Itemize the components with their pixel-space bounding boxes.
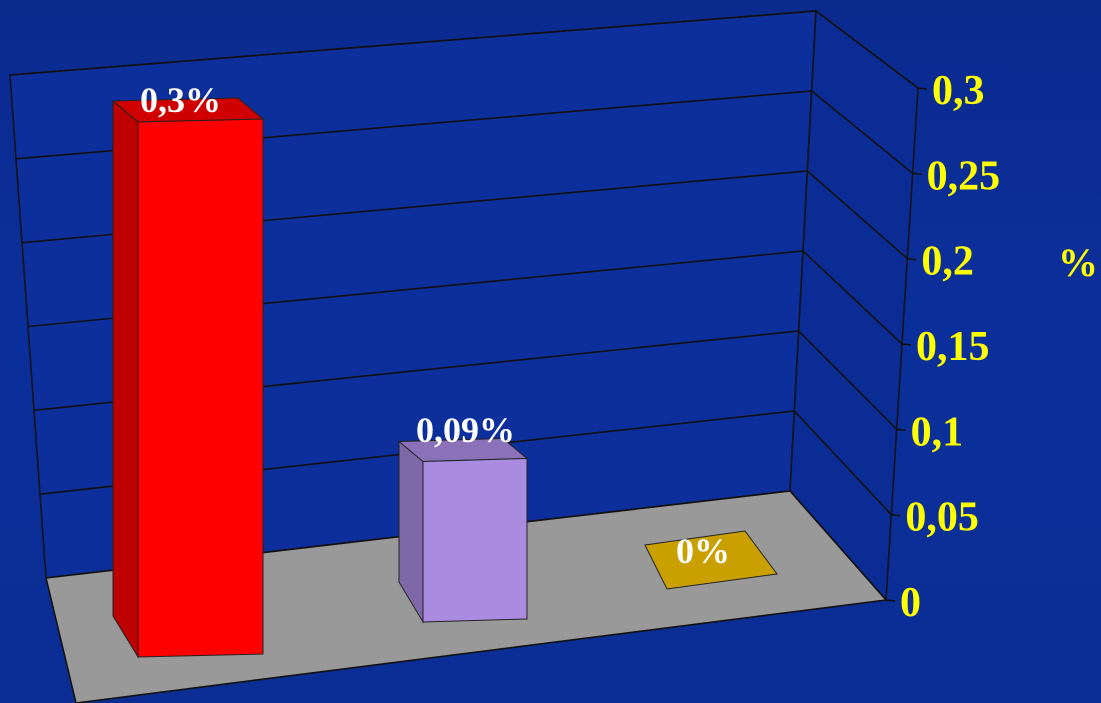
gridline <box>9 10 919 89</box>
y-tick-label: 0,1 <box>911 409 964 455</box>
data-label: 0,09% <box>416 410 515 450</box>
gridline <box>33 330 898 430</box>
gridline <box>27 250 903 345</box>
data-labels: 0,3% 0,09% 0% <box>140 80 730 571</box>
bar-2 <box>397 437 529 624</box>
y-tick-mark <box>885 599 896 602</box>
y-tick-mark <box>917 87 928 90</box>
gridline <box>15 90 914 174</box>
bar-front-face <box>422 457 528 623</box>
gridline <box>21 170 908 260</box>
bar-side-face <box>112 99 139 659</box>
y-tick-label: 0,2 <box>921 239 974 285</box>
y-tick-mark <box>912 172 922 176</box>
y-tick-mark <box>891 513 901 517</box>
data-label: 0,3% <box>140 80 221 120</box>
y-tick-label: 0 <box>900 580 921 626</box>
y-tick-mark <box>896 428 906 432</box>
data-label: 0% <box>676 531 730 571</box>
gridline <box>39 410 892 516</box>
y-tick-mark <box>907 257 917 261</box>
bar-front-face <box>137 118 264 658</box>
bar-flat-tile <box>644 530 778 590</box>
y-tick-label: 0,3 <box>932 68 985 114</box>
bars <box>111 97 778 659</box>
y-tick-label: 0,05 <box>905 495 979 541</box>
y-tick-label: 0,15 <box>916 324 990 370</box>
bar-3 <box>644 530 778 590</box>
y-tick-mark <box>901 343 912 346</box>
y-tick-label: 0,25 <box>927 153 1001 199</box>
bar-1 <box>111 97 265 659</box>
y-axis-unit-label: % <box>1058 240 1098 285</box>
y-axis-ticks: 0 0,05 0,1 0,15 0,2 0,25 0,3 <box>900 68 1000 626</box>
